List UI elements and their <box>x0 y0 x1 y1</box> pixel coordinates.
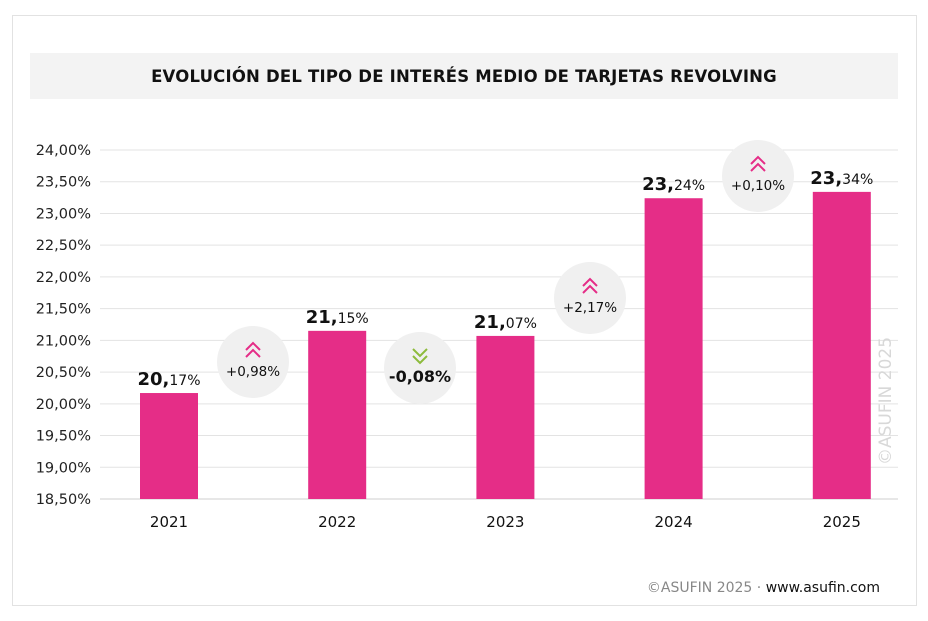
y-tick-label: 20,00% <box>36 397 91 413</box>
y-tick-label: 18,50% <box>36 492 91 508</box>
y-tick-label: 21,00% <box>36 333 91 349</box>
y-tick-label: 19,00% <box>36 460 91 476</box>
change-bubble <box>722 140 794 212</box>
bar-2022 <box>308 330 367 499</box>
data-label: 23,24% <box>642 174 705 195</box>
footer-copyright: ©ASUFIN 2025 · <box>646 580 766 596</box>
change-bubble <box>217 326 289 398</box>
data-label: 20,17% <box>137 369 200 390</box>
change-label: -0,08% <box>389 367 451 386</box>
double-chevron-down-icon <box>412 348 428 365</box>
data-label: 23,34% <box>810 168 873 189</box>
double-chevron-up-icon <box>750 155 766 172</box>
change-label: +0,10% <box>731 178 785 194</box>
x-tick-label: 2023 <box>486 513 524 531</box>
y-tick-label: 22,50% <box>36 238 91 254</box>
y-tick-label: 23,50% <box>36 175 91 191</box>
bar-2023 <box>476 335 535 499</box>
bar-2021 <box>140 393 198 499</box>
y-tick-label: 23,00% <box>36 206 91 222</box>
footer: ©ASUFIN 2025 · www.asufin.com <box>647 580 880 596</box>
chart-card <box>12 15 917 606</box>
data-label: 21,15% <box>306 307 369 328</box>
y-tick-label: 20,50% <box>36 365 91 381</box>
data-label: 21,07% <box>474 312 537 333</box>
change-bubble <box>554 262 626 334</box>
y-tick-label: 21,50% <box>36 302 91 318</box>
x-tick-label: 2024 <box>655 513 693 531</box>
change-label: +0,98% <box>226 364 280 380</box>
x-tick-label: 2022 <box>318 513 356 531</box>
y-tick-label: 24,00% <box>36 143 91 159</box>
double-chevron-up-icon <box>582 277 598 294</box>
x-tick-label: 2025 <box>823 513 861 531</box>
y-tick-label: 19,50% <box>36 429 91 445</box>
y-tick-label: 22,00% <box>36 270 91 286</box>
double-chevron-up-icon <box>245 341 261 358</box>
x-tick-label: 2021 <box>150 513 188 531</box>
change-bubble <box>384 332 456 404</box>
change-label: +2,17% <box>563 300 617 316</box>
bar-2024 <box>644 198 703 499</box>
chart-title: EVOLUCIÓN DEL TIPO DE INTERÉS MEDIO DE T… <box>151 66 777 86</box>
bar-2025 <box>812 191 871 499</box>
footer-url[interactable]: www.asufin.com <box>765 580 880 596</box>
title-band: EVOLUCIÓN DEL TIPO DE INTERÉS MEDIO DE T… <box>30 53 898 99</box>
watermark: ©ASUFIN 2025 <box>876 337 896 465</box>
